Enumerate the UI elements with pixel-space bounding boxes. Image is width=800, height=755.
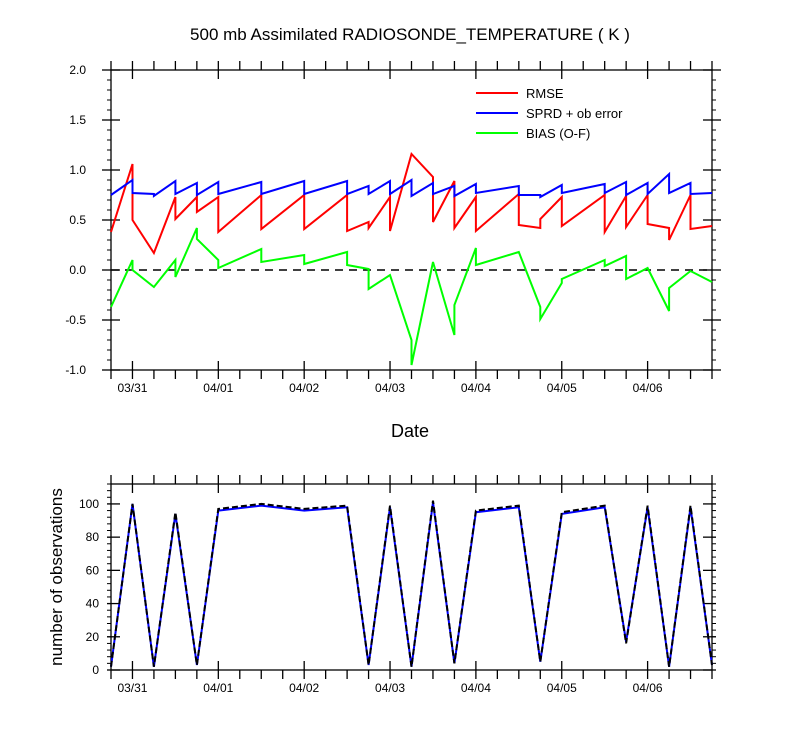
series-line-1 xyxy=(110,500,713,667)
y-axis-label-observations: number of observations xyxy=(47,488,66,666)
y-tick-label: -1.0 xyxy=(65,363,86,377)
y-tick-label: 0.0 xyxy=(69,263,86,277)
y-tick-label: 40 xyxy=(86,597,100,611)
series-line-rmse xyxy=(110,152,713,256)
x-tick-label: 04/04 xyxy=(461,681,491,695)
x-tick-label: 04/03 xyxy=(375,681,405,695)
x-tick-label: 04/06 xyxy=(633,681,663,695)
x-tick-label: 04/03 xyxy=(375,381,405,395)
y-tick-label: 0 xyxy=(92,663,99,677)
y-tick-label: 1.0 xyxy=(69,163,86,177)
x-tick-label: 04/05 xyxy=(547,381,577,395)
y-tick-label: 0.5 xyxy=(69,213,86,227)
legend-label: SPRD + ob error xyxy=(526,106,623,121)
x-tick-label: 04/04 xyxy=(461,381,491,395)
y-tick-label: 2.0 xyxy=(69,63,86,77)
x-tick-label: 04/02 xyxy=(289,381,319,395)
x-tick-label: 04/01 xyxy=(203,381,233,395)
series-line-bias-o-f xyxy=(110,227,713,366)
legend-label: BIAS (O-F) xyxy=(526,126,590,141)
y-tick-label: 1.5 xyxy=(69,113,86,127)
bottom-chart: 03/31 04/01 04/02 04/03 04/04 04/05 04/06 0 20 40… xyxy=(79,475,716,695)
chart-title: 500 mb Assimilated RADIOSONDE_TEMPERATUR… xyxy=(190,25,630,44)
y-tick-label: 20 xyxy=(86,630,100,644)
x-tick-label: 03/31 xyxy=(117,381,147,395)
y-tick-label: 60 xyxy=(86,563,100,577)
x-tick-label: 04/06 xyxy=(633,381,663,395)
x-tick-label: 04/05 xyxy=(547,681,577,695)
series-line-sprd-ob-error xyxy=(110,171,713,199)
legend-label: RMSE xyxy=(526,86,564,101)
y-tick-label: -0.5 xyxy=(65,313,86,327)
x-tick-label: 03/31 xyxy=(117,681,147,695)
y-tick-label: 80 xyxy=(86,530,100,544)
top-chart: 03/31 04/01 04/02 04/03 04/04 04/05 04/06 -1.0 -… xyxy=(65,61,721,395)
series-line-0 xyxy=(110,502,713,667)
x-tick-label: 04/02 xyxy=(289,681,319,695)
plot-frame xyxy=(110,483,713,671)
x-tick-label: 04/01 xyxy=(203,681,233,695)
x-axis-label: Date xyxy=(391,421,429,441)
y-tick-label: 100 xyxy=(79,497,99,511)
